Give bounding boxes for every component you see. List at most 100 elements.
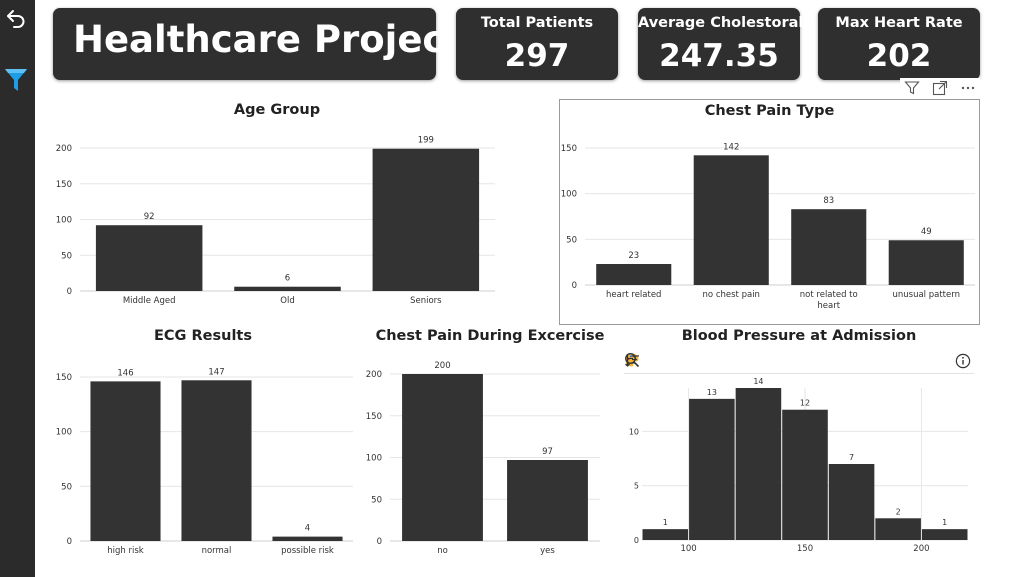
data-label: 7 [849, 453, 854, 462]
y-tick-label: 100 [56, 216, 72, 226]
focus-mode-icon[interactable] [930, 79, 950, 97]
histogram-bar [782, 409, 828, 540]
chart-ecg-results[interactable]: ECG Results 0 50 100 150 146 high risk 147 norm… [53, 324, 353, 564]
histogram-bar [875, 518, 921, 540]
sidebar [0, 0, 35, 577]
ecg-results-bar-chart: 0 50 100 150 146 high risk 147 normal 4 possible … [56, 367, 353, 556]
x-tick-label: unusual pattern [893, 290, 960, 300]
info-icon[interactable] [955, 353, 971, 369]
bar [507, 460, 588, 541]
x-tick-label: no [437, 546, 448, 556]
bar [693, 155, 769, 285]
data-label: 1 [663, 518, 668, 527]
bar [234, 286, 341, 291]
chart-blood-pressure[interactable]: Blood Pressure at Admission [618, 324, 980, 564]
bar [372, 148, 480, 291]
exercise-chest-pain-bar-chart: 0 50 100 150 200 200 no 97 yes [366, 361, 600, 556]
chart-title: Chest Pain During Excercise [375, 328, 605, 344]
kpi-label: Total Patients [480, 15, 594, 31]
bar [888, 240, 964, 285]
y-tick-label: 100 [561, 190, 577, 200]
histogram-bar [689, 398, 735, 540]
zoom-icon[interactable] [625, 352, 690, 370]
data-label: 12 [800, 399, 810, 408]
chest-pain-type-bar-chart: 0 50 100 150 23 heart related 142 no chest pain… [561, 142, 975, 311]
data-label: 142 [723, 142, 739, 152]
x-tick-label: 150 [797, 544, 813, 554]
undo-icon[interactable] [4, 5, 28, 31]
data-label: 147 [208, 367, 224, 377]
kpi-label: Average Cholestoral [638, 15, 804, 31]
x-tick-label: possible risk [281, 546, 334, 556]
x-tick-label: no chest pain [703, 290, 760, 300]
bar [181, 380, 252, 541]
data-label: 6 [285, 274, 290, 284]
y-tick-label: 150 [56, 373, 72, 383]
bp-toolbar [624, 352, 690, 370]
bar [95, 225, 203, 291]
y-tick-label: 50 [566, 235, 577, 245]
data-label: 199 [418, 136, 434, 146]
y-tick-label: 50 [371, 495, 382, 505]
data-label: 200 [434, 361, 450, 371]
y-tick-label: 0 [377, 537, 382, 547]
kpi-value: 297 [504, 38, 570, 74]
data-label: 2 [896, 507, 901, 516]
y-tick-label: 150 [561, 144, 577, 154]
chart-age-group[interactable]: Age Group 0 50 100 150 200 92 Middle Aged 6 Old 1… [53, 98, 501, 313]
filter-icon[interactable] [902, 79, 922, 97]
data-label: 97 [542, 447, 553, 457]
bar [791, 209, 867, 285]
y-tick-label: 10 [629, 427, 639, 436]
data-label: 14 [753, 377, 763, 386]
x-tick-label: Old [280, 296, 294, 306]
y-tick-label: 150 [366, 412, 382, 422]
x-tick-label: yes [540, 546, 555, 556]
y-tick-label: 0 [67, 287, 72, 297]
y-tick-label: 200 [56, 144, 72, 154]
y-tick-label: 5 [634, 482, 639, 491]
data-label: 23 [628, 251, 639, 261]
filter-icon[interactable] [4, 67, 28, 93]
x-tick-label: heart related [606, 290, 661, 300]
kpi-label: Max Heart Rate [835, 15, 963, 31]
histogram-bar [828, 464, 875, 540]
y-tick-label: 50 [61, 482, 72, 492]
bp-toolbar-divider [624, 373, 974, 374]
chart-title: Blood Pressure at Admission [681, 328, 917, 344]
y-tick-label: 0 [67, 537, 72, 547]
kpi-value: 202 [866, 38, 932, 74]
y-tick-label: 0 [572, 281, 577, 291]
histogram-bar [642, 529, 689, 540]
more-options-icon[interactable] [958, 79, 978, 97]
chart-chest-pain-during-exercise[interactable]: Chest Pain During Excercise 0 50 100 150 200… [366, 324, 610, 564]
data-label: 1 [942, 518, 947, 527]
data-label: 92 [144, 212, 155, 222]
chart-title: Age Group [233, 102, 321, 118]
data-label: 83 [823, 196, 834, 206]
kpi-card-total-patients[interactable]: Total Patients 297 [456, 8, 618, 80]
x-tick-label: 200 [913, 544, 929, 554]
data-label: 4 [305, 524, 310, 534]
data-label: 13 [707, 388, 717, 397]
kpi-card-average-cholestoral[interactable]: Average Cholestoral 247.35 [638, 8, 804, 80]
blood-pressure-histogram: 0 5 10 100 150 200 1 13 14 12 7 2 1 [629, 377, 968, 554]
data-label: 49 [921, 227, 932, 237]
kpi-card-max-heart-rate[interactable]: Max Heart Rate 202 [818, 8, 980, 80]
y-tick-label: 50 [61, 251, 72, 261]
kpi-value: 247.35 [659, 38, 779, 74]
x-tick-label: 100 [680, 544, 696, 554]
y-tick-label: 100 [366, 454, 382, 464]
bar [90, 381, 161, 541]
histogram-bar [921, 529, 968, 540]
histogram-bar [735, 388, 782, 540]
data-label: 146 [117, 368, 133, 378]
y-tick-label: 100 [56, 428, 72, 438]
x-tick-label: Seniors [410, 296, 442, 306]
title-card: Healthcare Project [53, 8, 462, 80]
x-tick-label: normal [202, 546, 232, 556]
y-tick-label: 200 [366, 370, 382, 380]
chart-chest-pain-type[interactable]: Chest Pain Type 0 50 100 150 23 heart related… [559, 99, 980, 325]
bar [402, 374, 483, 541]
